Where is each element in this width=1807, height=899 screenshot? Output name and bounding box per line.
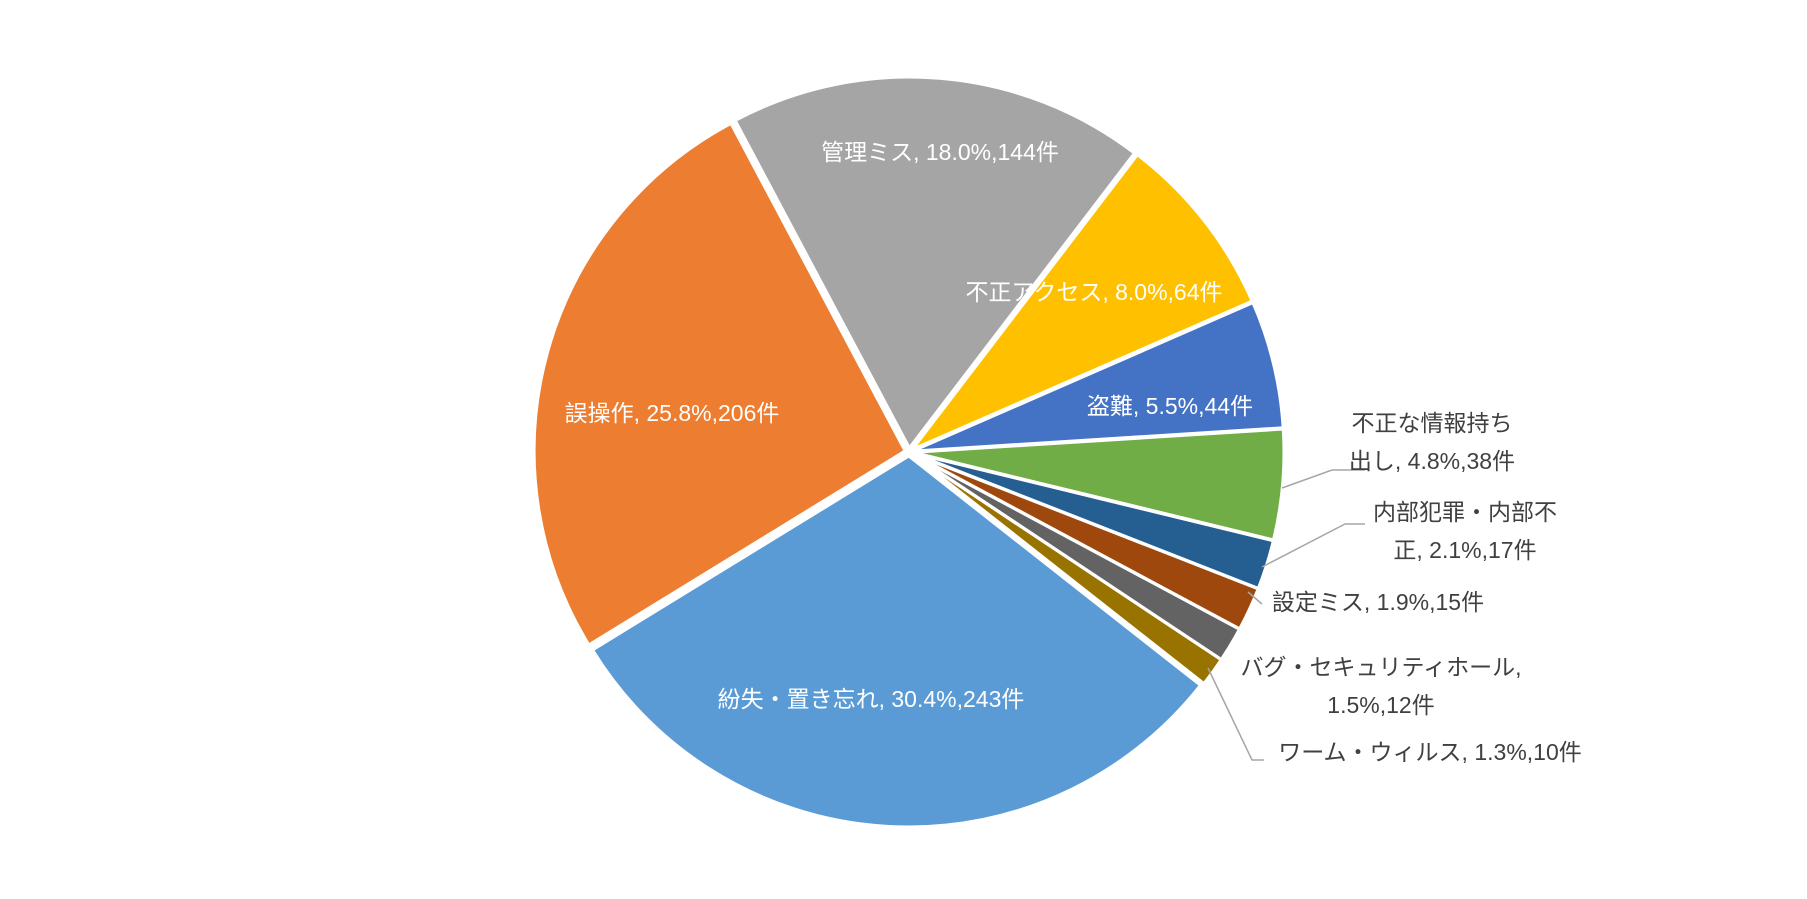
data-label: 正, 2.1%,17件: [1393, 537, 1536, 563]
data-label: 管理ミス, 18.0%,144件: [821, 139, 1059, 165]
data-label: 内部犯罪・内部不: [1373, 499, 1557, 525]
data-label: 出し, 4.8%,38件: [1349, 448, 1515, 474]
leader-line: [1247, 591, 1263, 605]
leader-line: [1207, 667, 1264, 761]
data-label: 不正アクセス, 8.0%,64件: [965, 279, 1222, 305]
pie-slice: [907, 152, 1255, 454]
data-label: 1.5%,12件: [1327, 692, 1434, 718]
data-label: 紛失・置き忘れ, 30.4%,243件: [718, 686, 1025, 712]
data-label: 盗難, 5.5%,44件: [1087, 393, 1253, 419]
data-label: 設定ミス, 1.9%,15件: [1272, 589, 1484, 615]
leader-line: [1281, 469, 1365, 489]
pie-slice: [532, 121, 908, 647]
pie-slice: [911, 453, 1224, 686]
leader-line: [1261, 523, 1365, 568]
data-label: 誤操作, 25.8%,206件: [565, 400, 780, 426]
data-label: ワーム・ウィルス, 1.3%,10件: [1278, 739, 1582, 765]
pie-slice: [590, 454, 1203, 829]
pie-slice: [912, 300, 1285, 453]
pie-slice: [733, 75, 1137, 451]
data-label: 不正な情報持ち: [1352, 410, 1513, 436]
data-label: バグ・セキュリティホール,: [1240, 654, 1521, 680]
